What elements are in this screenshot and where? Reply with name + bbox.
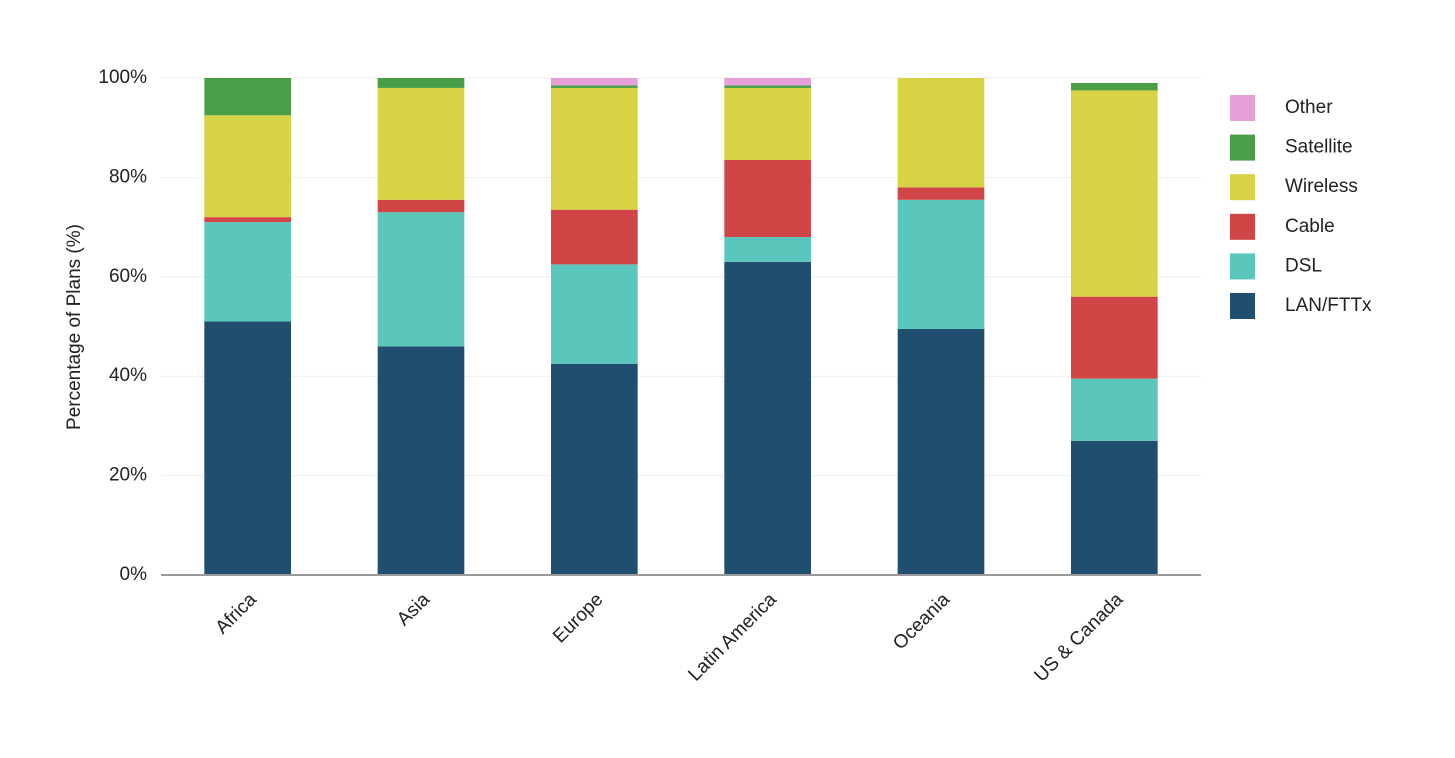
- legend-label: DSL: [1285, 255, 1322, 276]
- bar-segment: [377, 346, 465, 575]
- bar-segment: [724, 160, 811, 238]
- bar-segment: [551, 87, 638, 210]
- legend-swatch: [1230, 174, 1255, 201]
- x-tick-label: Asia: [393, 589, 434, 630]
- bar-segment: [724, 237, 811, 262]
- x-tick-label: Africa: [212, 589, 261, 638]
- bar-segment: [724, 78, 811, 86]
- legend-swatch: [1230, 213, 1255, 240]
- x-tick-label: Latin America: [684, 589, 781, 686]
- bar-segment: [551, 78, 638, 86]
- bar-segment: [551, 85, 638, 88]
- bar-segment: [897, 199, 985, 329]
- y-tick-label: 80%: [109, 166, 147, 187]
- bar-segment: [204, 222, 291, 322]
- bar-segment: [377, 212, 465, 347]
- x-tick-label: Europe: [549, 589, 607, 647]
- bar-segment: [551, 363, 638, 575]
- bar-segment: [1071, 378, 1158, 441]
- legend-label: Other: [1285, 97, 1333, 118]
- bar-segment: [897, 78, 985, 188]
- bar-segment: [897, 187, 985, 200]
- legend-swatch: [1230, 293, 1255, 319]
- y-tick-label: 60%: [109, 266, 147, 287]
- legend-swatch: [1230, 134, 1255, 161]
- y-tick-label: 100%: [98, 67, 147, 88]
- bar-segment: [1071, 90, 1158, 297]
- legend-label: Satellite: [1285, 137, 1353, 158]
- x-tick-label: US & Canada: [1030, 589, 1127, 686]
- bar-segment: [377, 199, 465, 213]
- y-tick-label: 20%: [109, 465, 147, 486]
- legend-swatch: [1230, 253, 1255, 280]
- bar-segment: [377, 78, 465, 88]
- y-tick-label: 40%: [109, 365, 147, 386]
- bar-segment: [724, 261, 811, 575]
- bar-segment: [1071, 82, 1158, 91]
- bar-segment: [1071, 296, 1158, 379]
- bar-segment: [204, 217, 291, 223]
- bar-segment: [724, 85, 811, 88]
- bar-segment: [1071, 440, 1158, 575]
- legend-swatch: [1230, 95, 1255, 121]
- bar-segment: [551, 264, 638, 364]
- legend-label: Cable: [1285, 216, 1335, 237]
- legend-label: Wireless: [1285, 176, 1358, 197]
- bar-segment: [551, 209, 638, 265]
- bar-segment: [897, 328, 985, 575]
- bar-segment: [204, 115, 291, 218]
- bar-segment: [377, 87, 465, 200]
- bar-segment: [724, 87, 811, 161]
- legend-label: LAN/FTTx: [1285, 295, 1372, 316]
- bar-segment: [204, 78, 291, 116]
- bar-segment: [204, 321, 291, 575]
- y-axis-label: Percentage of Plans (%): [64, 224, 85, 430]
- x-tick-label: Oceania: [889, 589, 954, 654]
- y-tick-label: 0%: [120, 564, 148, 585]
